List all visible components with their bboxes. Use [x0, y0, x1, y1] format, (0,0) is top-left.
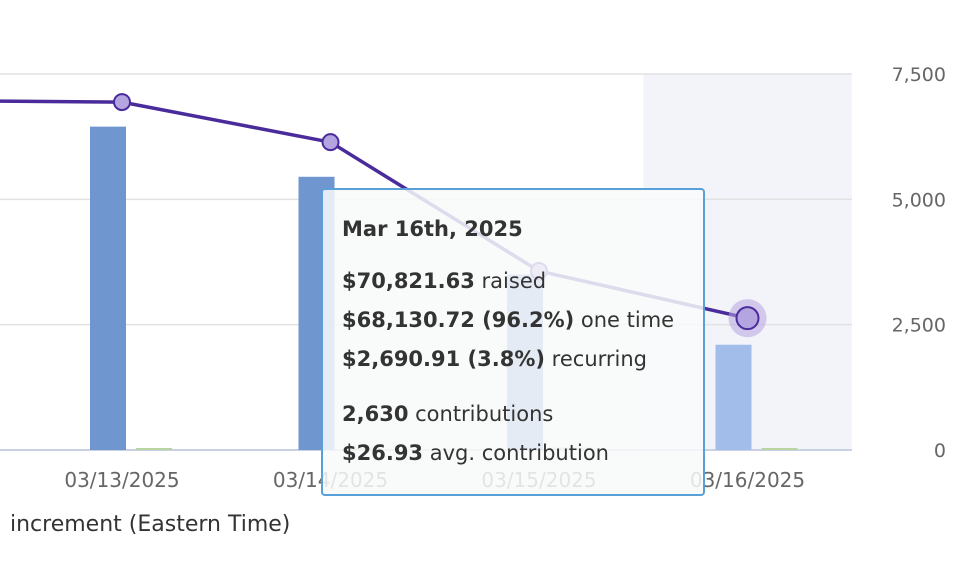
x-axis-title: increment (Eastern Time)	[10, 512, 291, 537]
bar-secondary-03/13/2025	[136, 447, 172, 450]
tooltip-recurring: $2,690.91 (3.8%) recurring	[342, 340, 703, 379]
bar-secondary-03/16/2025	[761, 447, 798, 450]
tooltip-recurring-value: $2,690.91 (3.8%)	[342, 347, 545, 371]
tooltip-contributions: 2,630 contributions	[342, 395, 703, 434]
tooltip-recurring-label: recurring	[545, 347, 647, 371]
line-point-03/13/2025	[113, 93, 131, 112]
tooltip-raised-value: $70,821.63	[342, 269, 475, 293]
tooltip-avg-value: $26.93	[342, 441, 424, 465]
tooltip-date: Mar 16th, 2025	[342, 217, 523, 241]
y-tick-label: 7,500	[892, 64, 946, 86]
tooltip-contributions-label: contributions	[408, 402, 554, 426]
tooltip-raised-label: raised	[474, 269, 547, 293]
x-tick-label: 03/16/2025	[690, 468, 805, 492]
y-tick-label: 2,500	[892, 315, 946, 337]
tooltip-one-time-label: one time	[574, 308, 675, 332]
chart-tooltip: Mar 16th, 2025 $70,821.63 raised $68,130…	[321, 188, 705, 496]
tooltip-one-time-value: $68,130.72 (96.2%)	[342, 308, 575, 332]
tooltip-avg-contribution: $26.93 avg. contribution	[342, 434, 703, 473]
tooltip-avg-label: avg. contribution	[423, 441, 609, 465]
tooltip-one-time: $68,130.72 (96.2%) one time	[342, 301, 703, 340]
x-tick-label: 03/13/2025	[64, 468, 179, 492]
bar-raised-03/16/2025	[715, 344, 752, 450]
y-tick-label: 5,000	[892, 189, 946, 211]
bar-raised-03/13/2025	[90, 126, 126, 450]
tooltip-contributions-value: 2,630	[342, 402, 409, 426]
line-point-03/16/2025	[735, 306, 760, 331]
y-tick-label: 0	[934, 440, 946, 462]
tooltip-raised: $70,821.63 raised	[342, 262, 703, 301]
line-point-03/14/2025	[321, 133, 340, 152]
